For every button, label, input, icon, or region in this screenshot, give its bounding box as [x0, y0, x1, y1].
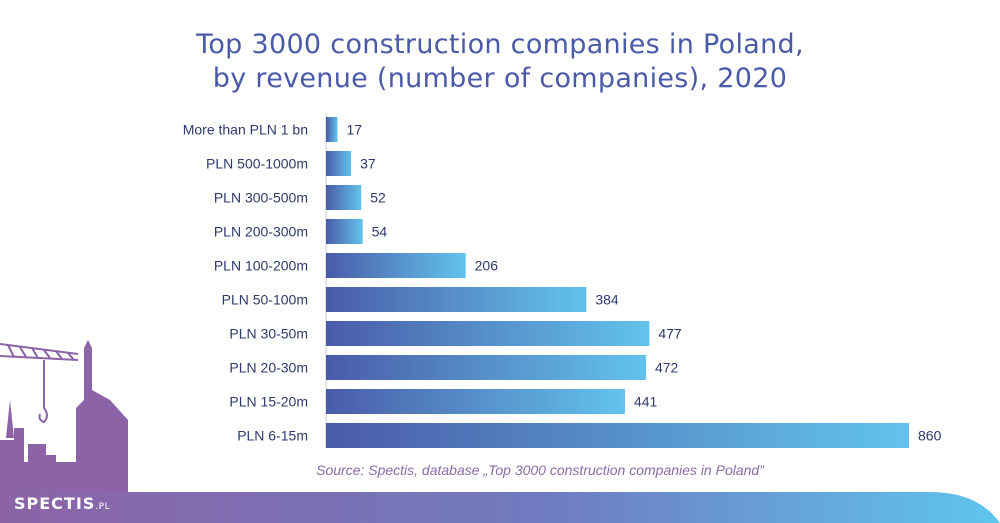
logo-text: SPECTIS — [14, 494, 96, 513]
category-label-pln-15-20m: PLN 15-20m — [229, 394, 308, 410]
chart-title-line-2: by revenue (number of companies), 2020 — [212, 63, 788, 94]
bar-pln-200-300m — [326, 219, 363, 244]
value-label-pln-6-15m: 860 — [918, 428, 942, 444]
category-label-pln-500-1000m: PLN 500-1000m — [206, 156, 308, 172]
bar-series — [326, 117, 909, 448]
chart-title-line-1: Top 3000 construction companies in Polan… — [196, 29, 804, 60]
category-label-pln-50-100m: PLN 50-100m — [222, 292, 308, 308]
category-label-more-than-pln-1-bn: More than PLN 1 bn — [183, 122, 308, 138]
category-label-pln-300-500m: PLN 300-500m — [214, 190, 308, 206]
logo-suffix: .PL — [95, 502, 111, 512]
category-label-pln-6-15m: PLN 6-15m — [237, 428, 308, 444]
crane-icon — [0, 343, 79, 424]
category-label-pln-20-30m: PLN 20-30m — [229, 360, 308, 376]
value-label-pln-30-50m: 477 — [658, 326, 682, 342]
bar-pln-30-50m — [326, 321, 650, 346]
bar-pln-20-30m — [326, 355, 646, 380]
chart-title: Top 3000 construction companies in Polan… — [0, 28, 1000, 96]
spectis-logo: SPECTIS.PL — [14, 494, 110, 513]
value-label-pln-300-500m: 52 — [370, 190, 386, 206]
category-label-pln-100-200m: PLN 100-200m — [214, 258, 308, 274]
value-label-pln-20-30m: 472 — [655, 360, 679, 376]
category-label-pln-30-50m: PLN 30-50m — [229, 326, 308, 342]
value-label-pln-50-100m: 384 — [595, 292, 619, 308]
value-label-pln-500-1000m: 37 — [360, 156, 376, 172]
value-label-pln-15-20m: 441 — [634, 394, 658, 410]
category-labels: More than PLN 1 bn PLN 500-1000m PLN 300-5… — [183, 122, 308, 444]
bar-pln-500-1000m — [326, 151, 352, 176]
bar-more-than-pln-1-bn — [326, 117, 338, 142]
value-label-pln-200-300m: 54 — [372, 224, 388, 240]
category-label-pln-200-300m: PLN 200-300m — [214, 224, 308, 240]
bar-pln-50-100m — [326, 287, 587, 312]
bar-pln-300-500m — [326, 185, 362, 210]
bar-pln-100-200m — [326, 253, 466, 278]
source-note: Source: Spectis, database „Top 3000 cons… — [316, 462, 764, 478]
value-label-pln-100-200m: 206 — [475, 258, 499, 274]
footer-wave — [0, 492, 1000, 523]
bar-pln-15-20m — [326, 389, 625, 414]
value-label-more-than-pln-1-bn: 17 — [347, 122, 363, 138]
bar-pln-6-15m — [326, 423, 909, 448]
value-labels: 17 37 52 54 206 384 477 472 441 860 — [347, 122, 942, 444]
